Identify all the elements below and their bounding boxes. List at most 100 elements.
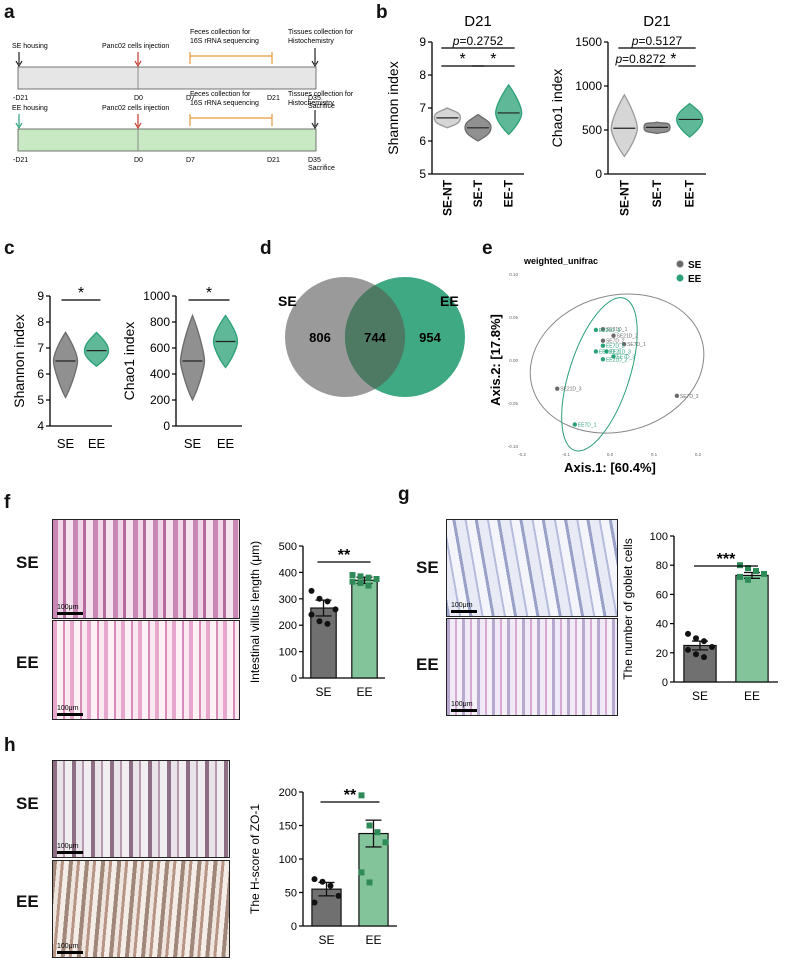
housing-label: EE housing (12, 105, 48, 112)
scatter-point (600, 326, 606, 332)
scatter-point (593, 327, 599, 333)
histology-f-se: 100μm (52, 519, 240, 619)
y-tick-label: 0 (291, 673, 297, 685)
panel-label-g: g (398, 484, 410, 505)
y-axis-label: Chao1 index (549, 69, 565, 148)
x-tick-label: -0.1 (562, 452, 570, 457)
y-tick-label: 1500 (575, 35, 602, 49)
x-tick-label: SE-T (471, 179, 485, 207)
d7-label: D7 (186, 157, 195, 164)
sacrifice-label: Sacrifice (308, 103, 335, 110)
y-tick-label: 1000 (575, 79, 602, 93)
panel-label-d: d (260, 238, 272, 259)
y-tick-label: 60 (656, 589, 668, 601)
y-axis-label: The number of goblet cells (621, 538, 635, 679)
panel-label-c: c (4, 238, 15, 259)
timeline-se: SE housing Panc02 cells injection Feces … (12, 29, 354, 110)
x-tick-label: SE (184, 436, 202, 451)
feces-label: Feces collection for (190, 29, 251, 36)
venn-label-se: SE (278, 293, 297, 309)
x-tick-label: SE (315, 685, 331, 699)
point-label: EE7D_3 (617, 354, 636, 360)
significance-label: * (78, 285, 84, 302)
confidence-ellipse-se (529, 293, 705, 434)
scale-bar: 100μm (57, 705, 83, 716)
point-label: SE7D_3 (680, 394, 699, 400)
row-label-se: SE (16, 794, 39, 813)
y-tick-label: 100 (279, 854, 297, 866)
y-tick-label: 50 (285, 888, 297, 900)
x-tick-label: SE-NT (440, 179, 454, 216)
y-tick-label: 400 (150, 367, 170, 381)
x-tick-label: EE-T (502, 179, 516, 207)
scale-bar: 100μm (57, 943, 83, 954)
timeline-ee: EE housing Panc02 cells injection Feces … (12, 91, 354, 172)
violin (52, 331, 79, 399)
significance-label: ** (344, 787, 357, 804)
data-point (308, 611, 315, 618)
point-label: SE21D_3 (560, 387, 582, 393)
y-tick-label: 80 (656, 560, 668, 572)
d35-label: D35 (308, 157, 321, 164)
violin (610, 93, 638, 158)
y-tick-label: 200 (150, 393, 170, 407)
confidence-ellipse-ee (561, 297, 638, 452)
data-point (693, 635, 699, 642)
point-label: SE7D_2 (606, 339, 625, 345)
bar (358, 832, 389, 927)
x-tick-label: EE (217, 436, 235, 451)
venn-count-se: 806 (309, 330, 331, 345)
data-point (745, 576, 751, 583)
data-point (335, 892, 342, 899)
significance-label: *** (717, 551, 736, 568)
data-point (753, 568, 759, 575)
data-point (382, 839, 389, 846)
significance-label: ** (338, 547, 351, 564)
scatter-point (600, 338, 606, 343)
data-point (761, 570, 767, 577)
y-tick-label: 0 (163, 419, 170, 433)
y-axis-label: Shannon index (385, 61, 401, 154)
bar (735, 574, 769, 683)
data-point (358, 869, 365, 876)
data-point (316, 618, 323, 625)
y-tick-label: 40 (656, 619, 668, 631)
p-italic: p (452, 34, 460, 48)
y-axis-label: Shannon index (11, 314, 27, 407)
x-axis-label: Axis.1: [60.4%] (564, 460, 656, 475)
tissue-label: Tissues collection for (288, 29, 354, 36)
y-tick-label: 600 (150, 341, 170, 355)
x-tick-label: EE (365, 933, 381, 947)
venn-diagram: SE EE 806 744 954 (278, 277, 465, 397)
venn-count-overlap: 744 (364, 330, 386, 345)
scatter-point (674, 393, 680, 399)
scatter-point (600, 357, 606, 362)
p-italic: p (614, 52, 622, 66)
feces-label-2: 16S rRNA sequencing (190, 38, 259, 45)
pcoa-plot: weighted_unifrac -0.2 -0.1 0.0 0.1 0.2 -0.10 -0… (488, 256, 705, 475)
scatter-point (621, 342, 627, 347)
feces-bracket (189, 52, 273, 64)
y-tick-label: 7 (419, 101, 426, 115)
row-label-ee: EE (16, 653, 39, 672)
y-tick-label: 9 (37, 289, 44, 303)
x-tick-label: -0.2 (518, 452, 526, 457)
y-axis-label: Intestinal villus length (μm) (248, 541, 262, 683)
point-label: EE7D_1 (578, 423, 597, 429)
chart-title: D21 (643, 13, 671, 30)
feces-label-2: 16S rRNA sequencing (190, 100, 259, 107)
y-axis-label: Axis.2: [17.8%] (488, 314, 503, 406)
y-tick-label: 8 (419, 68, 426, 82)
y-tick-label: 6 (37, 367, 44, 381)
data-point (349, 572, 356, 579)
histology-f-ee: 100μm (52, 620, 240, 720)
d0-label: D0 (134, 157, 143, 164)
chart-villus-length: 0 100 200 300 400 500 Intestinal villus length… (248, 541, 385, 699)
histology-g-ee: 100μm (446, 618, 618, 716)
data-point (701, 654, 707, 661)
start-label: -D21 (13, 157, 28, 164)
injection-label: Panc02 cells injection (102, 105, 169, 112)
tissue-label: Tissues collection for (288, 91, 354, 98)
venn-overlap (344, 285, 406, 389)
chart-goblet-cells: 0 20 40 60 80 100 The number of goblet cells SE… (621, 531, 778, 703)
